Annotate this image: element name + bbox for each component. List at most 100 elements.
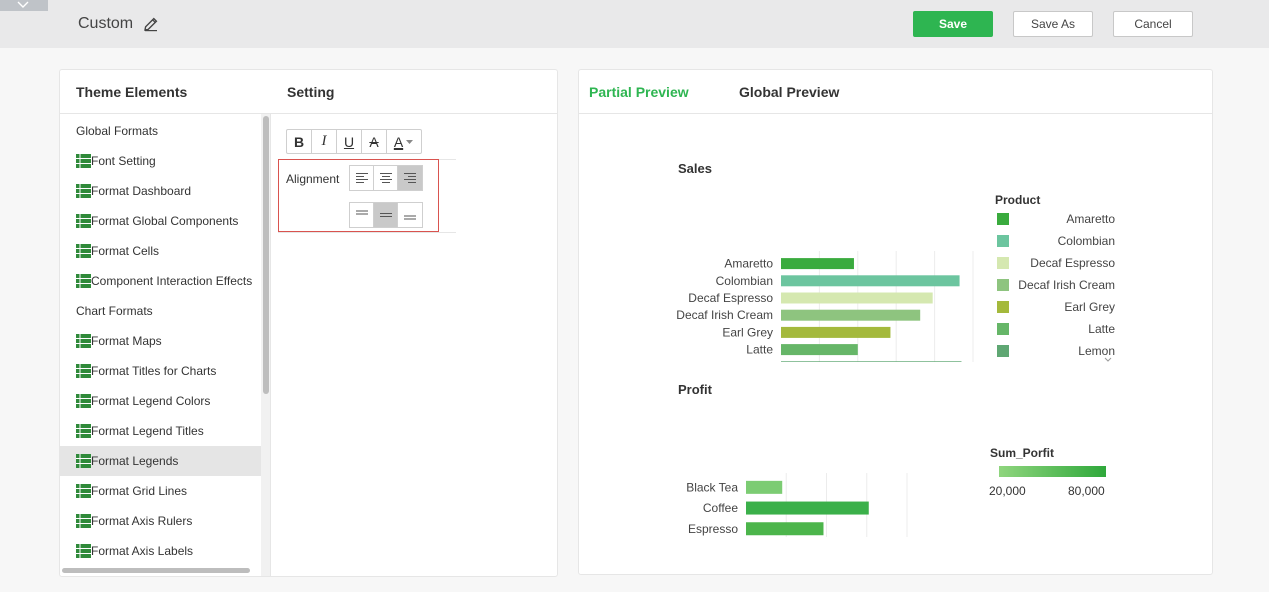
align-center-button[interactable]	[374, 166, 398, 190]
theme-list-item[interactable]: Format Axis Rulers	[60, 506, 262, 536]
legend-item[interactable]: Decaf Irish Cream	[995, 276, 1119, 294]
theme-item-label: Global Formats	[76, 124, 159, 138]
legend-label: Latte	[1088, 322, 1115, 336]
profit-legend-title: Sum_Porfit	[990, 446, 1055, 460]
category-label: Earl Grey	[722, 325, 773, 339]
underline-button[interactable]: U	[337, 130, 362, 153]
align-right-icon	[404, 173, 416, 183]
list-format-icon	[76, 454, 91, 468]
legend-item[interactable]: Decaf Espresso	[995, 254, 1119, 272]
legend-scroll-down-icon[interactable]	[1104, 357, 1112, 362]
category-label: Lemon	[736, 360, 773, 362]
theme-list-item[interactable]: Format Maps	[60, 326, 262, 356]
gradient-max-label: 80,000	[1068, 484, 1105, 498]
tab-global-preview[interactable]: Global Preview	[739, 84, 840, 100]
list-format-icon	[76, 514, 91, 528]
theme-list-item[interactable]: Format Legend Titles	[60, 416, 262, 446]
theme-list-item[interactable]: Component Interaction Effects	[60, 266, 262, 296]
bar[interactable]	[781, 344, 858, 356]
list-format-icon	[76, 244, 91, 258]
align-center-icon	[379, 173, 392, 183]
theme-list-item[interactable]: Format Axis Labels	[60, 536, 262, 566]
bar[interactable]	[746, 480, 783, 494]
theme-item-label: Format Dashboard	[91, 184, 192, 198]
theme-item-label: Format Legends	[91, 454, 179, 468]
bar[interactable]	[781, 309, 921, 321]
theme-item-label: Format Grid Lines	[91, 484, 188, 498]
divider	[278, 232, 456, 233]
category-label: Latte	[746, 343, 773, 357]
profit-chart-title: Profit	[678, 382, 712, 397]
theme-list-item[interactable]: Font Setting	[60, 146, 262, 176]
save-as-button[interactable]: Save As	[1013, 11, 1093, 37]
theme-list-item[interactable]: Format Grid Lines	[60, 476, 262, 506]
bold-button[interactable]: B	[287, 130, 312, 153]
theme-item-label: Chart Formats	[76, 304, 153, 318]
bar[interactable]	[781, 361, 962, 362]
theme-list-item[interactable]: Format Titles for Charts	[60, 356, 262, 386]
theme-item-label: Format Cells	[91, 244, 160, 258]
theme-group-label: Global Formats	[60, 116, 262, 146]
theme-list-item[interactable]: Format Legends	[60, 446, 262, 476]
theme-item-label: Format Maps	[91, 334, 162, 348]
align-left-button[interactable]	[350, 166, 374, 190]
page-title: Custom	[78, 15, 134, 32]
vertical-scrollbar-thumb[interactable]	[263, 116, 269, 394]
category-label: Colombian	[716, 274, 773, 288]
legend-label: Decaf Irish Cream	[1018, 278, 1115, 292]
sales-bar-chart: Amaretto Colombian Decaf Espresso Decaf Iri…	[676, 251, 974, 362]
legend-label: Earl Grey	[1064, 300, 1115, 314]
theme-item-label: Font Setting	[91, 154, 156, 168]
legend-swatch	[997, 301, 1009, 313]
theme-item-label: Format Titles for Charts	[91, 364, 217, 378]
theme-group-label: Chart Formats	[60, 296, 262, 326]
horizontal-scrollbar-thumb[interactable]	[62, 568, 250, 573]
theme-list-item[interactable]: Format Dashboard	[60, 176, 262, 206]
save-button[interactable]: Save	[913, 11, 993, 37]
bar[interactable]	[746, 501, 869, 515]
profit-bar-chart: Black TeaCoffeeEspressoHerbal teaTea040,…	[686, 473, 908, 537]
bar[interactable]	[781, 326, 891, 338]
legend-item[interactable]: Earl Grey	[995, 298, 1119, 316]
font-color-button[interactable]: A	[387, 130, 421, 153]
theme-list-item[interactable]: Format Cells	[60, 236, 262, 266]
bar[interactable]	[781, 258, 854, 270]
theme-item-label: Format Axis Labels	[91, 544, 194, 558]
strikethrough-button[interactable]: A	[362, 130, 387, 153]
italic-button[interactable]: I	[312, 130, 337, 153]
chevron-down-icon	[17, 1, 29, 8]
align-top-button[interactable]	[350, 203, 374, 227]
bar[interactable]	[781, 275, 960, 287]
bar[interactable]	[781, 292, 933, 304]
vertical-alignment-group	[349, 202, 423, 228]
pencil-icon[interactable]	[143, 16, 159, 32]
theme-settings-panel: Theme Elements Setting Format Axis Label…	[59, 69, 558, 577]
font-color-label: A	[393, 133, 404, 150]
sales-chart-title: Sales	[678, 161, 712, 176]
category-label: Decaf Espresso	[688, 291, 773, 305]
theme-list-item[interactable]: Format Legend Colors	[60, 386, 262, 416]
sales-legend-title: Product	[995, 193, 1041, 207]
cancel-button[interactable]: Cancel	[1113, 11, 1193, 37]
legend-item[interactable]: Latte	[995, 320, 1119, 338]
align-right-button[interactable]	[398, 166, 422, 190]
alignment-highlight	[278, 159, 439, 232]
theme-list-item[interactable]: Format Global Components	[60, 206, 262, 236]
bar[interactable]	[746, 522, 824, 536]
theme-item-label: Format Global Components	[91, 214, 239, 228]
font-format-toolbar: B I U A A	[286, 129, 422, 154]
theme-item-label: Format Legend Colors	[91, 394, 211, 408]
preview-panel: Partial Preview Global Preview Sales Ama…	[578, 69, 1213, 575]
legend-item[interactable]: Lemon	[995, 342, 1119, 360]
legend-item[interactable]: Amaretto	[995, 210, 1119, 228]
category-label: Espresso	[688, 522, 738, 536]
tab-partial-preview[interactable]: Partial Preview	[589, 84, 689, 100]
align-bottom-button[interactable]	[398, 203, 422, 227]
legend-label: Decaf Espresso	[1030, 256, 1115, 270]
collapse-toggle[interactable]	[0, 0, 48, 11]
list-format-icon	[76, 274, 91, 288]
align-middle-button[interactable]	[374, 203, 398, 227]
align-middle-icon	[379, 213, 392, 217]
legend-item[interactable]: Colombian	[995, 232, 1119, 250]
category-label: Amaretto	[724, 257, 773, 271]
